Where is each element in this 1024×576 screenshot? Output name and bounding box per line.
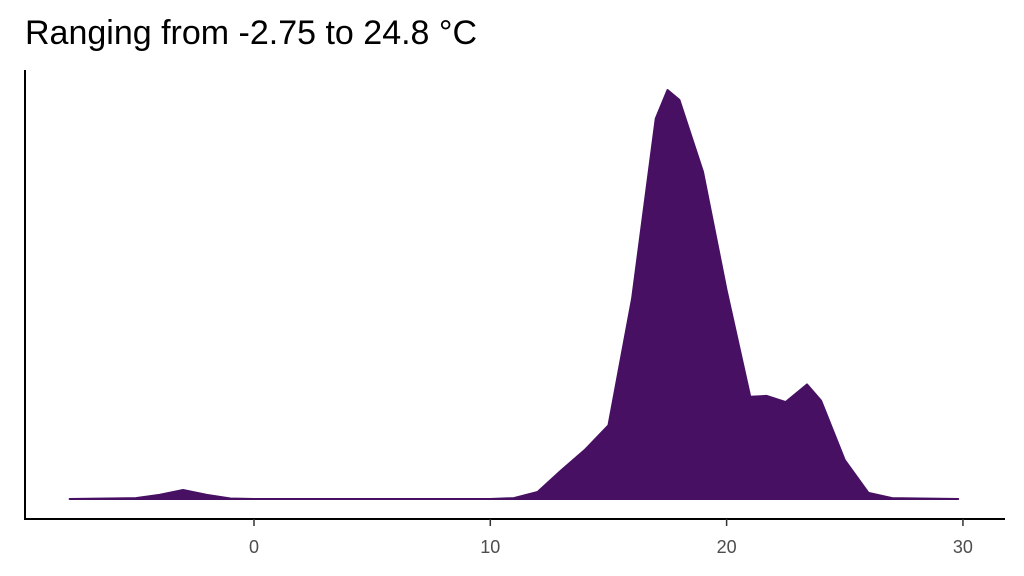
x-tick-label: 0 <box>249 537 259 557</box>
density-area <box>68 89 960 500</box>
chart-title: Ranging from -2.75 to 24.8 °C <box>25 14 477 52</box>
x-tick-label: 10 <box>480 537 500 557</box>
x-tick-label: 30 <box>953 537 973 557</box>
x-tick-label: 20 <box>717 537 737 557</box>
